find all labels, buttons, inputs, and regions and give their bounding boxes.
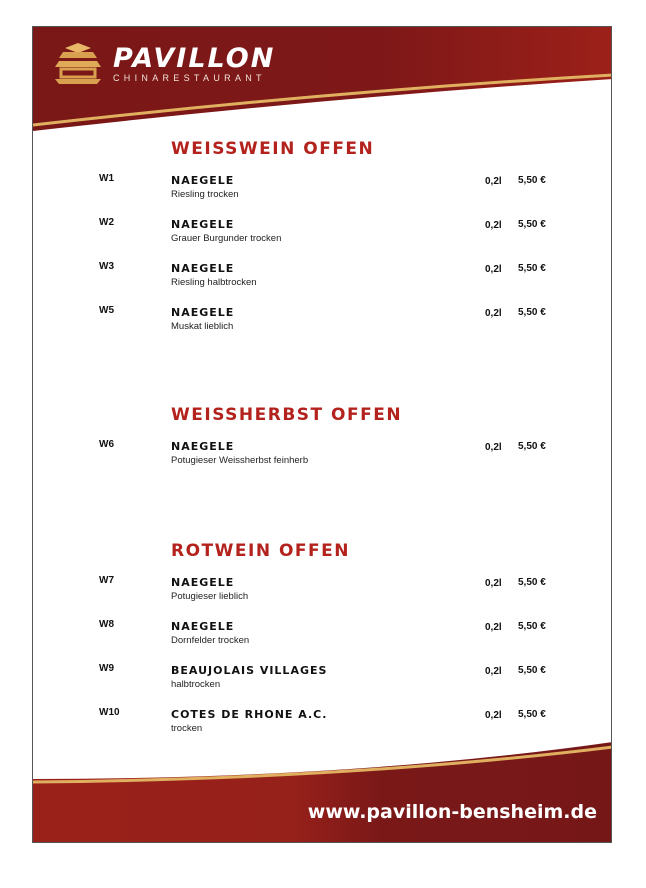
item-volume: 0,2l xyxy=(485,220,502,231)
item-name: NAEGELE xyxy=(171,174,235,187)
footer-band xyxy=(33,742,611,842)
footer-gold-line xyxy=(33,745,611,784)
item-price: 5,50 € xyxy=(518,307,546,318)
menu-item: W9 BEAUJOLAIS VILLAGES halbtrocken 0,2l … xyxy=(33,663,611,707)
logo: PAVILLON CHINARESTAURANT xyxy=(53,41,275,85)
menu-item: W1 NAEGELE Riesling trocken 0,2l 5,50 € xyxy=(33,173,611,217)
item-name: NAEGELE xyxy=(171,576,235,589)
item-code: W5 xyxy=(99,305,114,316)
pagoda-logo-icon xyxy=(55,43,101,84)
item-price: 5,50 € xyxy=(518,665,546,676)
item-name: COTES DE RHONE A.C. xyxy=(171,708,328,721)
header-band xyxy=(33,27,611,131)
website-url[interactable]: www.pavillon-bensheim.de xyxy=(307,801,597,823)
item-description: Riesling halbtrocken xyxy=(171,277,257,288)
item-code: W8 xyxy=(99,619,114,630)
item-volume: 0,2l xyxy=(485,710,502,721)
item-code: W1 xyxy=(99,173,114,184)
item-price: 5,50 € xyxy=(518,621,546,632)
item-code: W3 xyxy=(99,261,114,272)
item-code: W9 xyxy=(99,663,114,674)
item-name: NAEGELE xyxy=(171,218,235,231)
item-price: 5,50 € xyxy=(518,263,546,274)
brand-title: PAVILLON xyxy=(113,42,276,74)
item-price: 5,50 € xyxy=(518,441,546,452)
item-description: trocken xyxy=(171,723,203,734)
item-name: NAEGELE xyxy=(171,262,235,275)
menu-item: W3 NAEGELE Riesling halbtrocken 0,2l 5,5… xyxy=(33,261,611,305)
item-volume: 0,2l xyxy=(485,666,502,677)
item-price: 5,50 € xyxy=(518,175,546,186)
item-volume: 0,2l xyxy=(485,176,502,187)
header-footer-decoration xyxy=(33,27,611,842)
section-title: ROTWEIN OFFEN xyxy=(171,541,350,561)
item-description: halbtrocken xyxy=(171,679,221,690)
item-volume: 0,2l xyxy=(485,578,502,589)
item-description: Potugieser Weissherbst feinherb xyxy=(171,455,309,466)
item-volume: 0,2l xyxy=(485,442,502,453)
item-volume: 0,2l xyxy=(485,308,502,319)
item-code: W7 xyxy=(99,575,114,586)
menu-item: W7 NAEGELE Potugieser lieblich 0,2l 5,50… xyxy=(33,575,611,619)
item-name: NAEGELE xyxy=(171,306,235,319)
item-description: Grauer Burgunder trocken xyxy=(171,233,282,244)
menu-page: PAVILLON CHINARESTAURANT WEISSWEIN OFFEN… xyxy=(32,26,612,843)
section-title: WEISSWEIN OFFEN xyxy=(171,139,375,159)
menu-item: W2 NAEGELE Grauer Burgunder trocken 0,2l… xyxy=(33,217,611,261)
menu-item: W10 COTES DE RHONE A.C. trocken 0,2l 5,5… xyxy=(33,707,611,751)
item-code: W6 xyxy=(99,439,114,450)
item-code: W10 xyxy=(99,707,120,718)
item-name: NAEGELE xyxy=(171,620,235,633)
item-name: NAEGELE xyxy=(171,440,235,453)
item-description: Muskat lieblich xyxy=(171,321,234,332)
brand-subtitle: CHINARESTAURANT xyxy=(113,72,266,83)
section-title: WEISSHERBST OFFEN xyxy=(171,405,403,425)
header-gold-line xyxy=(33,73,611,127)
item-price: 5,50 € xyxy=(518,577,546,588)
item-code: W2 xyxy=(99,217,114,228)
menu-item: W8 NAEGELE Dornfelder trocken 0,2l 5,50 … xyxy=(33,619,611,663)
item-volume: 0,2l xyxy=(485,622,502,633)
item-description: Potugieser lieblich xyxy=(171,591,249,602)
item-volume: 0,2l xyxy=(485,264,502,275)
item-price: 5,50 € xyxy=(518,709,546,720)
item-description: Dornfelder trocken xyxy=(171,635,250,646)
menu-item: W5 NAEGELE Muskat lieblich 0,2l 5,50 € xyxy=(33,305,611,349)
menu-item: W6 NAEGELE Potugieser Weissherbst feinhe… xyxy=(33,439,611,483)
item-description: Riesling trocken xyxy=(171,189,239,200)
item-price: 5,50 € xyxy=(518,219,546,230)
item-name: BEAUJOLAIS VILLAGES xyxy=(171,664,328,677)
